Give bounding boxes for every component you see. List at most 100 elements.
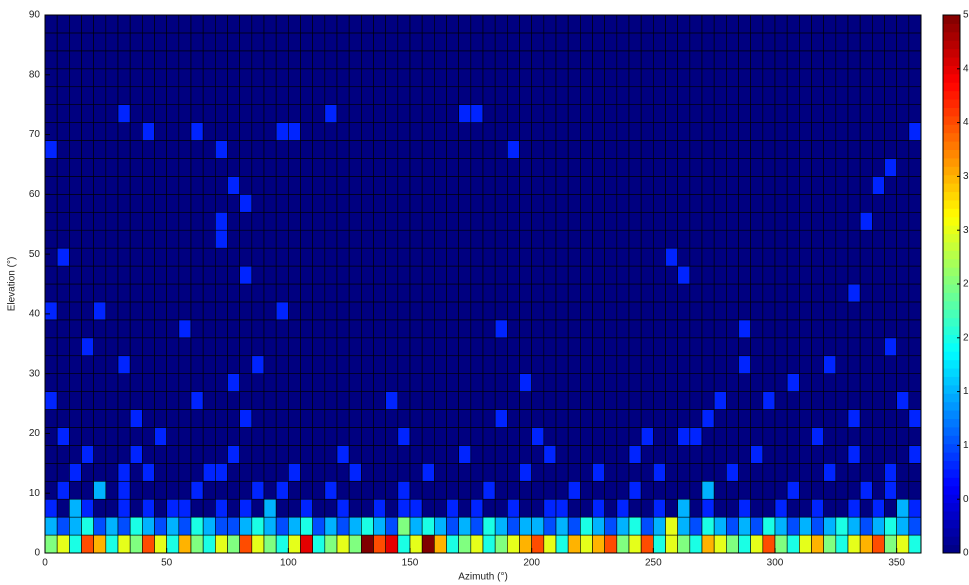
heat-cell	[567, 498, 581, 518]
heat-cell	[726, 498, 739, 518]
heat-cell	[774, 445, 788, 464]
heat-cell	[519, 194, 532, 213]
heat-cell	[823, 391, 837, 410]
heat-cell	[446, 229, 459, 249]
heat-cell	[81, 301, 94, 321]
heat-cell	[896, 247, 910, 267]
heat-cell	[202, 50, 216, 70]
heat-cell	[738, 176, 751, 195]
heat-cell	[227, 122, 240, 141]
heat-cell	[324, 265, 338, 285]
heat-cell	[324, 480, 338, 500]
heat-cell	[336, 301, 350, 321]
heat-cell	[507, 480, 520, 500]
heat-cell	[166, 319, 180, 339]
heat-cell	[677, 319, 691, 339]
heat-cell	[872, 14, 885, 34]
heat-cell	[263, 176, 277, 195]
heat-cell	[847, 247, 861, 267]
heat-cell	[348, 409, 362, 428]
heat-cell	[300, 104, 313, 123]
heat-cell	[665, 229, 678, 249]
heat-cell	[908, 122, 922, 141]
heat-cell	[470, 50, 484, 70]
heat-cell	[166, 534, 180, 554]
heat-cell	[227, 409, 240, 428]
heat-cell	[835, 373, 849, 392]
heat-cell	[872, 355, 885, 374]
heat-cell	[154, 86, 167, 105]
colorbar-segment	[943, 426, 960, 436]
heat-cell	[750, 516, 764, 536]
heat-cell	[908, 68, 922, 88]
heat-cell	[811, 301, 824, 321]
heat-cell	[847, 211, 861, 231]
heat-cell	[908, 337, 922, 357]
heat-cell	[555, 104, 569, 123]
heat-cell	[799, 176, 812, 195]
heat-cell	[275, 265, 289, 285]
heat-cell	[823, 409, 837, 428]
heat-cell	[653, 176, 666, 195]
heat-cell	[543, 373, 557, 392]
heat-cell	[774, 247, 788, 267]
heat-cell	[300, 14, 313, 34]
heat-cell	[154, 516, 167, 536]
heat-cell	[105, 140, 119, 159]
heat-cell	[799, 50, 812, 70]
colorbar-tick-label: 3.5	[963, 171, 969, 182]
heat-cell	[859, 14, 873, 34]
heat-cell	[44, 373, 58, 392]
heat-cell	[507, 32, 520, 52]
heat-cell	[190, 283, 204, 303]
heat-cell	[336, 534, 350, 554]
heat-cell	[446, 534, 459, 554]
heat-cell	[628, 516, 642, 536]
heat-cell	[482, 337, 496, 357]
heat-cell	[397, 391, 411, 410]
heat-cell	[105, 463, 119, 482]
heat-cell	[129, 176, 143, 195]
colorbar-segment	[943, 124, 960, 134]
heat-cell	[458, 445, 472, 464]
heat-cell	[154, 498, 167, 518]
heat-cell	[202, 211, 216, 231]
heat-cell	[215, 104, 228, 123]
heat-cell	[811, 480, 824, 500]
heat-cell	[567, 301, 581, 321]
heat-cell	[726, 301, 739, 321]
x-tick-label: 250	[645, 558, 662, 569]
heat-cell	[154, 68, 167, 88]
heat-cell	[324, 68, 338, 88]
heat-cell	[847, 176, 861, 195]
heat-cell	[251, 68, 265, 88]
heat-cell	[519, 32, 532, 52]
heat-cell	[166, 194, 180, 213]
x-tick-label: 0	[42, 558, 48, 569]
heat-cell	[726, 158, 739, 177]
heat-cell	[44, 122, 58, 141]
heat-cell	[239, 498, 253, 518]
heat-cell	[811, 516, 824, 536]
heat-cell	[555, 50, 569, 70]
heat-cell	[397, 50, 411, 70]
heat-cell	[567, 445, 581, 464]
heat-cell	[251, 301, 265, 321]
heat-cell	[142, 283, 155, 303]
heat-cell	[908, 32, 922, 52]
heat-cell	[689, 427, 703, 446]
heat-cell	[689, 68, 703, 88]
heat-cell	[263, 86, 277, 105]
heat-cell	[896, 265, 910, 285]
heat-cell	[713, 480, 727, 500]
colorbar-segment	[943, 300, 960, 310]
heat-cell	[750, 158, 764, 177]
heat-cell	[446, 463, 459, 482]
y-tick-label: 20	[29, 428, 41, 439]
y-tick-label: 60	[29, 189, 41, 200]
heat-cell	[689, 229, 703, 249]
heat-cell	[129, 194, 143, 213]
heat-cell	[604, 373, 618, 392]
heat-cell	[823, 283, 837, 303]
heat-cell	[689, 122, 703, 141]
